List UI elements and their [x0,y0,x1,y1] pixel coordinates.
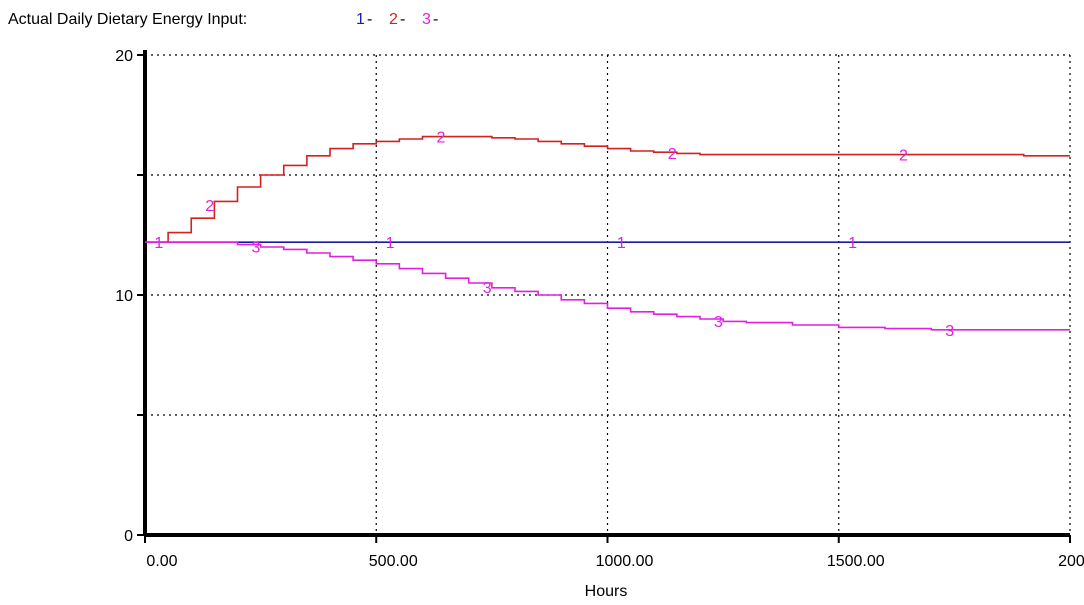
series-marker-1: 1 [848,235,857,252]
legend-marker-3: 3 [422,11,431,28]
y-tick-label: 0 [124,528,133,545]
series-line-3 [145,241,1070,331]
axes [137,50,1071,543]
series-marker-1: 1 [154,235,163,252]
x-axis-label: Hours [585,583,628,600]
x-tick-label: 0.00 [146,553,177,570]
grid [145,54,1071,535]
legend-marker-2: 2 [389,11,398,28]
series-marker-2: 2 [205,198,214,215]
series-marker-2: 2 [899,148,908,165]
series-marker-2: 2 [437,130,446,147]
x-tick-label: 1500.00 [827,553,885,570]
series-marker-3: 3 [945,323,954,340]
x-tick-label: 500.00 [369,553,418,570]
series-markers: 1 1 1 1 2 2 2 2 3 3 3 3 [154,130,954,340]
series-lines [145,135,1070,331]
x-tick-label: 1000.00 [596,553,654,570]
series-marker-3: 3 [252,240,261,257]
legend: 1 - 2 - 3 - [356,11,438,28]
legend-dash: - [433,11,438,28]
legend-dash: - [400,11,405,28]
series-marker-2: 2 [668,146,677,163]
y-tick-label: 10 [115,288,133,305]
series-marker-1: 1 [617,235,626,252]
legend-dash: - [367,11,372,28]
series-line-2 [145,135,1070,243]
series-marker-3: 3 [483,280,492,297]
series-marker-1: 1 [386,235,395,252]
chart-title: Actual Daily Dietary Energy Input: [8,11,247,28]
legend-marker-1: 1 [356,11,365,28]
series-marker-3: 3 [714,314,723,331]
y-tick-label: 20 [115,48,133,65]
